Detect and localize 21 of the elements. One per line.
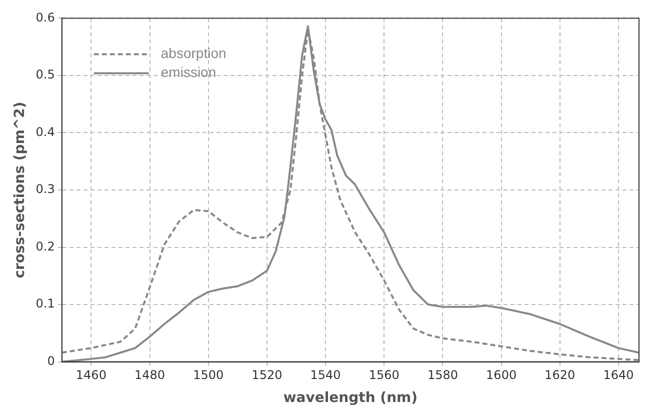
y-axis-title: cross-sections (pm^2) bbox=[12, 102, 28, 278]
y-tick-label: 0.3 bbox=[36, 182, 55, 196]
x-tick-label: 1580 bbox=[427, 368, 458, 382]
x-tick-label: 1640 bbox=[603, 368, 634, 382]
legend-label: emission bbox=[160, 64, 216, 80]
y-tick-label: 0.5 bbox=[36, 68, 55, 82]
x-tick-label: 1600 bbox=[486, 368, 517, 382]
y-tick-label: 0.4 bbox=[36, 124, 55, 139]
x-tick-label: 1560 bbox=[368, 368, 400, 382]
y-tick-label: 0.6 bbox=[36, 10, 55, 24]
x-tick-label: 1480 bbox=[134, 368, 166, 382]
y-tick-label: 0.1 bbox=[36, 296, 55, 311]
x-tick-label: 1460 bbox=[76, 368, 106, 382]
legend-label: absorption bbox=[160, 45, 226, 62]
y-tick-label: 0 bbox=[47, 354, 55, 368]
x-tick-label: 1540 bbox=[310, 368, 341, 382]
x-tick-label: 1620 bbox=[544, 368, 576, 382]
x-tick-label: 1520 bbox=[252, 368, 282, 382]
x-tick-label: 1500 bbox=[193, 368, 224, 382]
y-tick-label: 0.2 bbox=[36, 239, 55, 254]
x-axis-title: wavelength (nm) bbox=[283, 390, 418, 406]
